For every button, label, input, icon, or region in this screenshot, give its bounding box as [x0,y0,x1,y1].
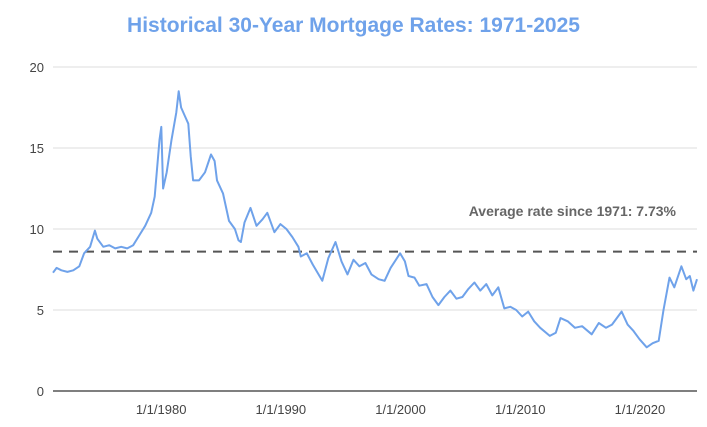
y-tick-label: 15 [30,141,44,156]
x-tick-label: 1/1/2000 [375,402,426,417]
y-tick-label: 5 [37,303,44,318]
y-tick-label: 10 [30,222,44,237]
x-axis-tick-labels: 1/1/1980 1/1/1990 1/1/2000 1/1/2010 1/1/2020 [136,402,665,417]
chart-title: Historical 30-Year Mortgage Rates: 1971-… [127,14,580,37]
gridlines [53,66,697,311]
y-tick-label: 20 [30,60,44,75]
mortgage-rate-series-line [52,90,698,349]
x-tick-label: 1/1/1990 [256,402,307,417]
y-tick-label: 0 [37,384,44,399]
x-tick-label: 1/1/1980 [136,402,187,417]
x-tick-label: 1/1/2010 [495,402,546,417]
average-rate-label: Average rate since 1971: 7.73% [469,203,677,219]
y-axis-tick-labels: 0 5 10 15 20 [30,60,44,399]
x-tick-label: 1/1/2020 [615,402,666,417]
